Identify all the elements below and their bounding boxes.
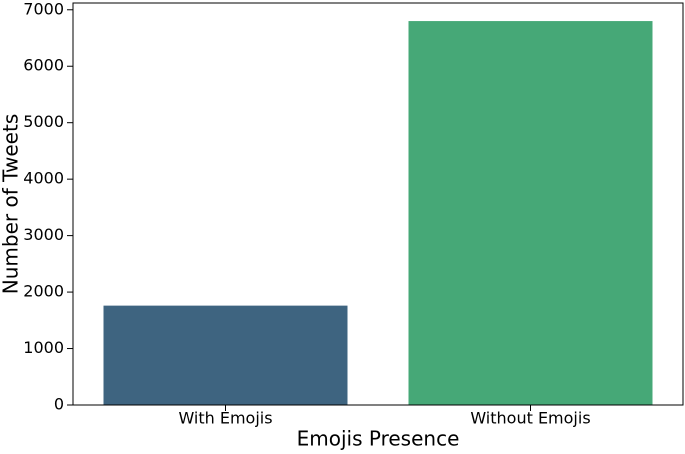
plot-frame	[72, 2, 684, 406]
y-tick-label: 5000	[23, 112, 64, 131]
y-tick-label: 6000	[23, 56, 64, 75]
y-tick-label: 3000	[23, 225, 64, 244]
bar	[103, 305, 348, 405]
bar	[408, 21, 653, 406]
x-tick-label: With Emojis	[178, 409, 272, 428]
x-tick-label: Without Emojis	[470, 409, 590, 428]
y-tick-label: 7000	[23, 0, 64, 18]
y-tick-label: 4000	[23, 169, 64, 188]
y-tick-label: 0	[54, 395, 64, 414]
y-axis-label: Number of Tweets	[0, 114, 23, 294]
x-axis-label: Emojis Presence	[297, 427, 460, 451]
y-tick-label: 1000	[23, 338, 64, 357]
y-tick-label: 2000	[23, 282, 64, 301]
